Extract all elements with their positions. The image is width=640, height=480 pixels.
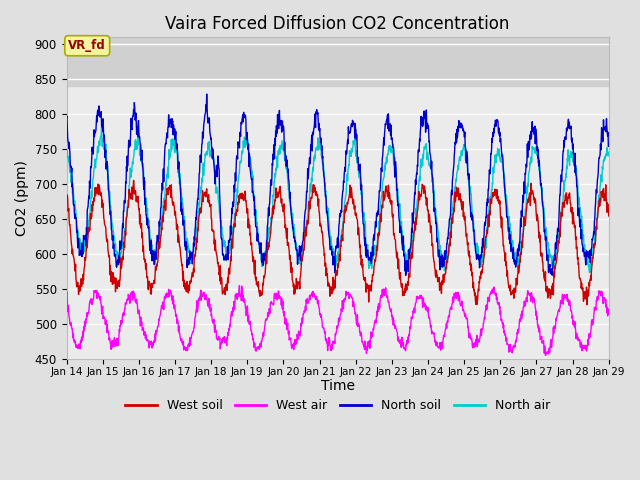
Bar (67, 37, 609, 86)
Title: Vaira Forced Diffusion CO2 Concentration: Vaira Forced Diffusion CO2 Concentration (166, 15, 510, 33)
Legend: West soil, West air, North soil, North air: West soil, West air, North soil, North a… (120, 394, 555, 417)
Y-axis label: CO2 (ppm): CO2 (ppm) (15, 160, 29, 236)
X-axis label: Time: Time (321, 379, 355, 393)
Text: VR_fd: VR_fd (68, 39, 106, 52)
